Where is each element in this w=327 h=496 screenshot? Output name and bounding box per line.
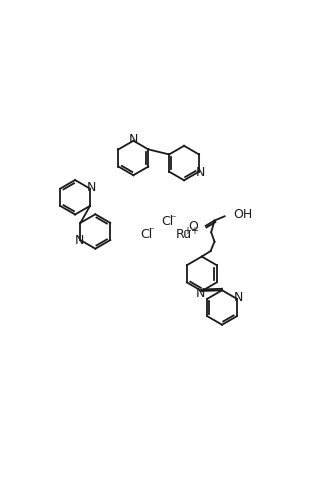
Text: Ru: Ru (176, 228, 192, 241)
Text: N: N (129, 133, 138, 146)
Text: Cl: Cl (140, 228, 152, 241)
Text: N: N (75, 234, 84, 247)
Text: N: N (196, 287, 205, 300)
Text: N: N (233, 291, 243, 305)
Text: OH: OH (233, 208, 252, 221)
Text: ⁻: ⁻ (170, 214, 176, 224)
Text: Cl: Cl (162, 215, 174, 228)
Text: ⁻: ⁻ (149, 227, 155, 237)
Text: N: N (87, 181, 96, 194)
Text: ++: ++ (183, 226, 199, 236)
Text: O: O (188, 220, 198, 233)
Text: N: N (196, 167, 205, 180)
